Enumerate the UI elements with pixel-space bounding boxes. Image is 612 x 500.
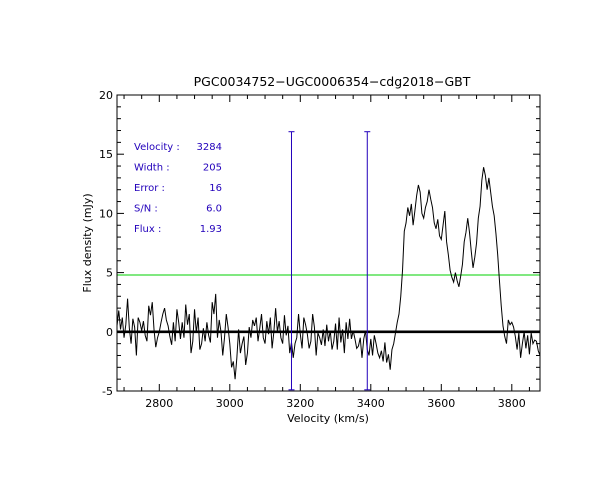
y-axis: -5 0 5 10 15 20 — [99, 89, 540, 398]
x-tick-label: 3000 — [216, 397, 244, 410]
annotation-value: 1.93 — [200, 224, 222, 235]
y-tick-label: 10 — [99, 207, 113, 220]
measurement-annotations: Velocity : 3284 Width : 205 Error : 16 S/N : 6.… — [134, 142, 222, 235]
x-axis-label: Velocity (km/s) — [287, 412, 369, 425]
annotation-value: 16 — [209, 183, 222, 194]
y-tick-label: 20 — [99, 89, 113, 102]
x-tick-label: 3200 — [286, 397, 314, 410]
annotation-label: S/N : — [134, 204, 158, 215]
plot-frame — [116, 94, 541, 392]
chart-title: PGC0034752−UGC0006354−cdg2018−GBT — [194, 74, 471, 89]
plot-area — [117, 131, 540, 391]
x-tick-label: 3600 — [427, 397, 455, 410]
annotation-label: Width : — [134, 163, 170, 174]
x-tick-label: 3400 — [357, 397, 385, 410]
x-tick-label: 2800 — [145, 397, 173, 410]
y-axis-label: Flux density (mJy) — [81, 193, 94, 292]
y-tick-label: -5 — [102, 385, 113, 398]
annotation-label: Velocity : — [134, 142, 180, 153]
x-tick-label: 3800 — [498, 397, 526, 410]
annotation-label: Flux : — [134, 224, 161, 235]
annotation-value: 205 — [203, 163, 222, 174]
y-tick-label: 5 — [106, 267, 113, 280]
annotation-label: Error : — [134, 183, 165, 194]
annotation-value: 3284 — [197, 142, 222, 153]
x-axis: 2800 3000 3200 3400 3600 3800 — [123, 95, 530, 410]
spectrum-line-0 — [117, 167, 540, 380]
y-tick-label: 0 — [106, 326, 113, 339]
annotation-value: 6.0 — [206, 204, 222, 215]
y-tick-label: 15 — [99, 148, 113, 161]
